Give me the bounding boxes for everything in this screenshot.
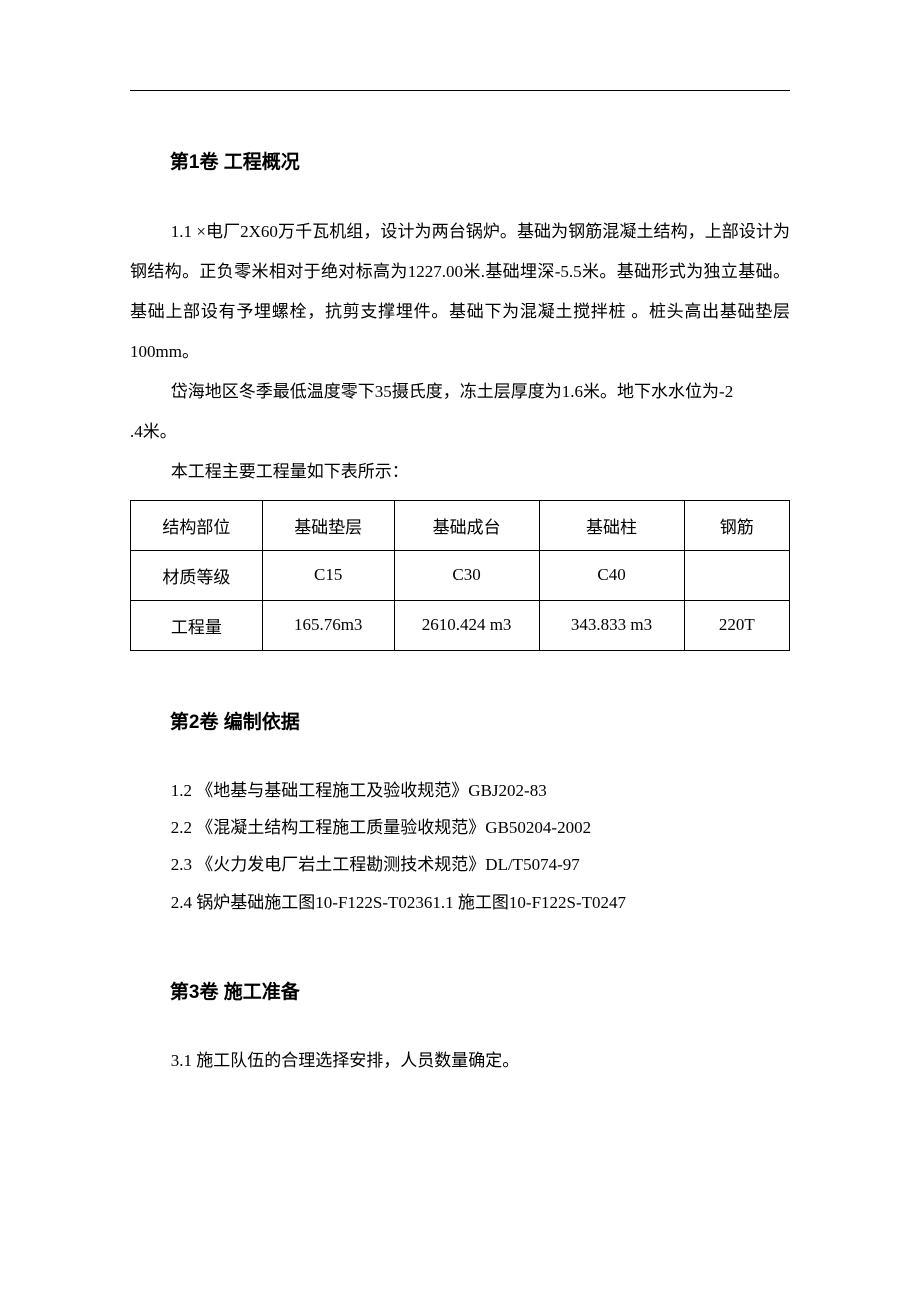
table-row: 结构部位 基础垫层 基础成台 基础柱 钢筋 bbox=[131, 500, 790, 550]
table-cell: 2610.424 m3 bbox=[394, 600, 539, 650]
table-cell: 基础垫层 bbox=[262, 500, 394, 550]
table-cell: 基础成台 bbox=[394, 500, 539, 550]
section1-title: 第1卷 工程概况 bbox=[130, 147, 790, 174]
section1-para2a: 岱海地区冬季最低温度零下35摄氏度，冻土层厚度为1.6米。地下水水位为-2 bbox=[130, 372, 790, 412]
section2-item: 2.4 锅炉基础施工图10-F122S-T02361.1 施工图10-F122S… bbox=[130, 884, 790, 921]
table-cell: C15 bbox=[262, 550, 394, 600]
section2-item: 2.2 《混凝土结构工程施工质量验收规范》GB50204-2002 bbox=[130, 809, 790, 846]
table-cell bbox=[684, 550, 789, 600]
section3-item: 3.1 施工队伍的合理选择安排，人员数量确定。 bbox=[130, 1042, 790, 1079]
document-page: 第1卷 工程概况 1.1 ×电厂2X60万千瓦机组，设计为两台锅炉。基础为钢筋混… bbox=[0, 0, 920, 1302]
quantities-table-wrap: 结构部位 基础垫层 基础成台 基础柱 钢筋 材质等级 C15 C30 C40 工… bbox=[130, 500, 790, 651]
table-cell: 工程量 bbox=[131, 600, 263, 650]
table-cell: 343.833 m3 bbox=[539, 600, 684, 650]
table-cell: 基础柱 bbox=[539, 500, 684, 550]
section1-para2b: .4米。 bbox=[130, 412, 790, 452]
quantities-table: 结构部位 基础垫层 基础成台 基础柱 钢筋 材质等级 C15 C30 C40 工… bbox=[130, 500, 790, 651]
section1-para1: 1.1 ×电厂2X60万千瓦机组，设计为两台锅炉。基础为钢筋混凝土结构，上部设计… bbox=[130, 212, 790, 372]
spacer bbox=[130, 921, 790, 977]
table-cell: 材质等级 bbox=[131, 550, 263, 600]
section3-title: 第3卷 施工准备 bbox=[130, 977, 790, 1004]
spacer bbox=[130, 651, 790, 707]
top-rule bbox=[130, 90, 790, 91]
table-cell: 钢筋 bbox=[684, 500, 789, 550]
table-cell: C30 bbox=[394, 550, 539, 600]
section1-para3: 本工程主要工程量如下表所示： bbox=[130, 452, 790, 492]
table-cell: C40 bbox=[539, 550, 684, 600]
table-cell: 165.76m3 bbox=[262, 600, 394, 650]
table-cell: 结构部位 bbox=[131, 500, 263, 550]
table-cell: 220T bbox=[684, 600, 789, 650]
section2-item: 2.3 《火力发电厂岩土工程勘测技术规范》DL/T5074-97 bbox=[130, 846, 790, 883]
section2-item: 1.2 《地基与基础工程施工及验收规范》GBJ202-83 bbox=[130, 772, 790, 809]
section2-title: 第2卷 编制依据 bbox=[130, 707, 790, 734]
table-row: 材质等级 C15 C30 C40 bbox=[131, 550, 790, 600]
table-row: 工程量 165.76m3 2610.424 m3 343.833 m3 220T bbox=[131, 600, 790, 650]
